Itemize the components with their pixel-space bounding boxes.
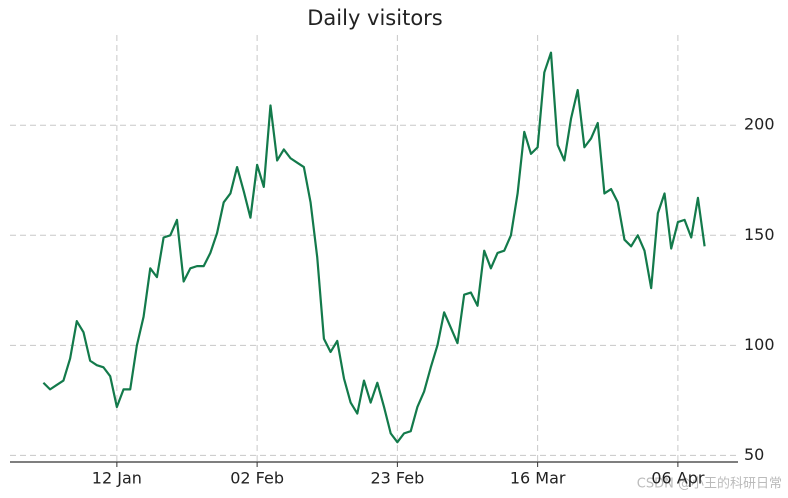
x-tick-label: 02 Feb [230, 469, 284, 488]
y-tick-label: 100 [744, 335, 775, 354]
x-tick-label: 16 Mar [510, 469, 566, 488]
watermark: CSDN @小王的科研日常 [637, 476, 782, 492]
x-tick-label: 12 Jan [92, 469, 142, 488]
x-tick-label: 06 Apr [651, 469, 705, 488]
chart-title: Daily visitors [307, 6, 443, 30]
y-tick-label: 150 [744, 225, 775, 244]
x-tick-label: 23 Feb [370, 469, 424, 488]
y-tick-label: 200 [744, 115, 775, 134]
y-tick-label: 50 [744, 445, 764, 464]
line [42, 51, 706, 444]
